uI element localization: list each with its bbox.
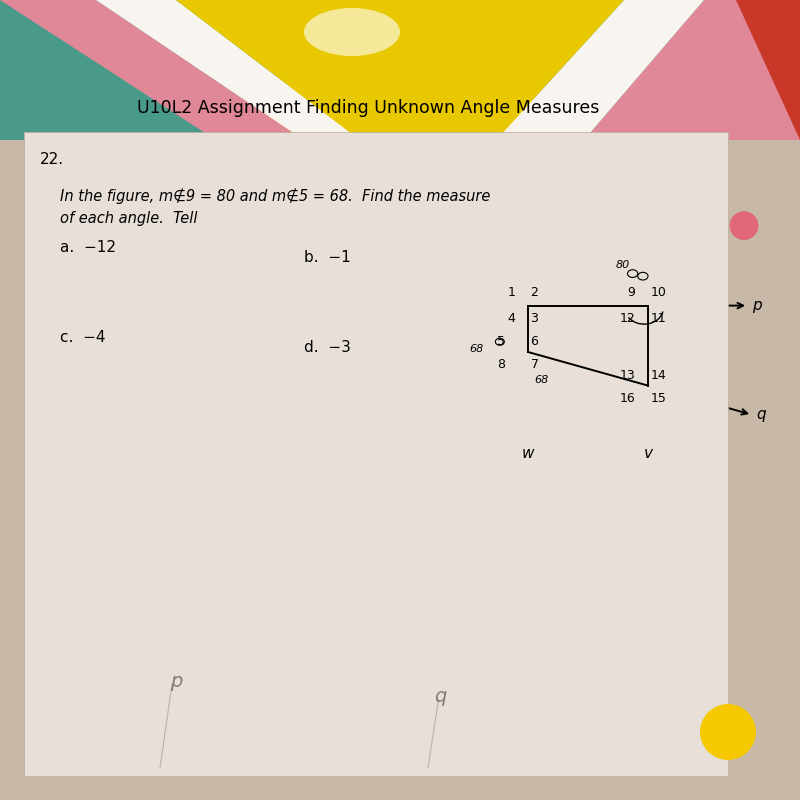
Text: c.  −4: c. −4	[60, 330, 106, 345]
Circle shape	[730, 211, 758, 240]
Text: In the figure, m∉9 = 80 and m∉5 = 68.  Find the measure: In the figure, m∉9 = 80 and m∉5 = 68. Fi…	[60, 188, 490, 204]
Text: U10L2 Assignment Finding Unknown Angle Measures: U10L2 Assignment Finding Unknown Angle M…	[137, 99, 599, 117]
Polygon shape	[496, 0, 704, 140]
Text: 1: 1	[507, 286, 515, 299]
Text: 9: 9	[627, 286, 635, 299]
Text: 12: 12	[619, 312, 635, 325]
Polygon shape	[0, 0, 304, 140]
Text: 16: 16	[619, 392, 635, 405]
Text: 15: 15	[650, 392, 666, 405]
Polygon shape	[584, 0, 800, 140]
Circle shape	[700, 704, 756, 760]
Text: q: q	[756, 407, 766, 422]
FancyBboxPatch shape	[24, 132, 728, 776]
Text: d.  −3: d. −3	[304, 340, 351, 354]
Text: 6: 6	[530, 335, 538, 348]
Polygon shape	[0, 0, 400, 140]
Text: 5: 5	[497, 335, 505, 348]
Text: p: p	[752, 298, 762, 313]
Text: 68: 68	[469, 345, 483, 354]
Text: b.  −1: b. −1	[304, 250, 350, 265]
Text: 8: 8	[497, 358, 505, 371]
Text: 3: 3	[530, 312, 538, 325]
Text: v: v	[643, 446, 653, 461]
Text: 2: 2	[530, 286, 538, 299]
Text: w: w	[522, 446, 534, 461]
Text: 11: 11	[650, 312, 666, 325]
Text: 10: 10	[650, 286, 666, 299]
Text: p: p	[170, 672, 182, 691]
Bar	[0, 0, 800, 140]
Polygon shape	[400, 0, 800, 140]
Polygon shape	[96, 0, 360, 140]
Text: q: q	[434, 686, 446, 706]
Text: 13: 13	[619, 369, 635, 382]
Ellipse shape	[304, 8, 400, 56]
Polygon shape	[736, 0, 800, 140]
Text: 14: 14	[650, 369, 666, 382]
Text: 68: 68	[534, 375, 549, 385]
Text: 22.: 22.	[40, 153, 64, 167]
Polygon shape	[176, 0, 624, 140]
Text: 7: 7	[530, 358, 538, 371]
Text: 4: 4	[507, 312, 515, 325]
Text: a.  −12: a. −12	[60, 241, 116, 255]
Text: 80: 80	[615, 260, 630, 270]
Text: of each angle.  Tell: of each angle. Tell	[60, 211, 198, 226]
